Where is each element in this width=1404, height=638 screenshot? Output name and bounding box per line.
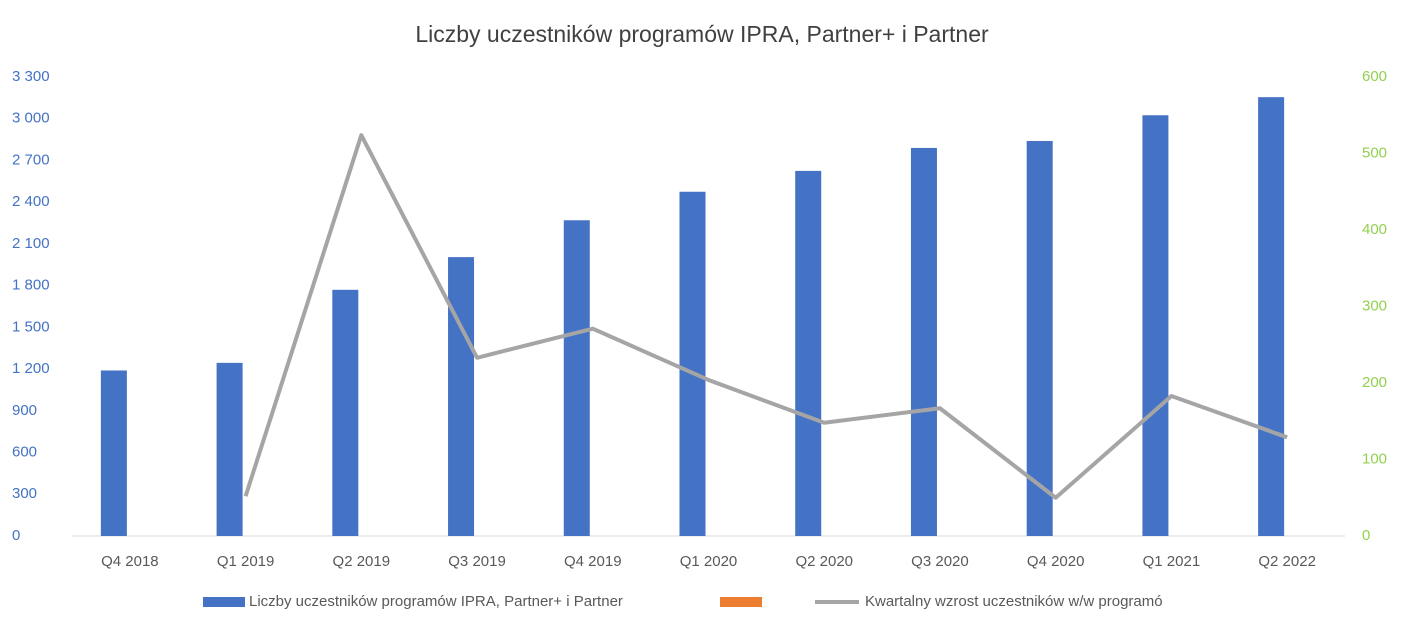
bar: [448, 257, 475, 536]
y2-tick-label: 300: [1362, 297, 1387, 314]
bar: [910, 147, 937, 536]
y2-tick-label: 500: [1362, 144, 1387, 161]
x-tick-label: Q2 2020: [795, 553, 853, 570]
y-tick-label: 2 100: [12, 235, 50, 252]
x-tick-label: Q2 2022: [1258, 553, 1316, 570]
y-tick-label: 1 500: [12, 318, 50, 335]
x-tick-label: Q4 2020: [1027, 553, 1085, 570]
y-tick-label: 3 000: [12, 110, 50, 127]
x-tick-label: Q2 2019: [333, 553, 391, 570]
y-tick-label: 0: [12, 527, 20, 544]
bar: [563, 220, 590, 536]
y-tick-label: 2 700: [12, 151, 50, 168]
y2-tick-label: 200: [1362, 374, 1387, 391]
bar: [332, 289, 359, 536]
y2-tick-label: 400: [1362, 221, 1387, 238]
line: [243, 133, 1288, 500]
y2-tick-label: 100: [1362, 450, 1387, 467]
legend-label: Liczby uczestników programów IPRA, Partn…: [249, 593, 623, 610]
x-tick-label: Q3 2020: [911, 553, 969, 570]
y-tick-label: 3 300: [12, 68, 50, 85]
y-tick-label: 600: [12, 444, 37, 461]
bar: [795, 170, 822, 537]
x-tick-label: Q4 2018: [101, 553, 159, 570]
bar: [1026, 140, 1053, 536]
y2-tick-label: 0: [1362, 527, 1370, 544]
x-tick-label: Q1 2021: [1143, 553, 1201, 570]
legend-swatch: [203, 597, 245, 607]
bar: [100, 370, 127, 536]
y2-tick-label: 600: [1362, 68, 1387, 85]
y-tick-label: 300: [12, 485, 37, 502]
x-tick-label: Q1 2019: [217, 553, 275, 570]
y-tick-label: 1 200: [12, 360, 50, 377]
y-tick-label: 2 400: [12, 193, 50, 210]
bar: [216, 362, 243, 536]
y-tick-label: 1 800: [12, 277, 50, 294]
legend-swatch: [720, 597, 762, 607]
chart-title: Liczby uczestników programów IPRA, Partn…: [415, 21, 989, 47]
x-tick-label: Q4 2019: [564, 553, 622, 570]
bar: [1258, 97, 1285, 536]
y-tick-label: 900: [12, 402, 37, 419]
bar: [1142, 115, 1169, 536]
x-tick-label: Q1 2020: [680, 553, 738, 570]
legend-label: Kwartalny wzrost uczestników w/w program…: [865, 593, 1163, 610]
x-tick-label: Q3 2019: [448, 553, 506, 570]
bar: [679, 191, 706, 536]
